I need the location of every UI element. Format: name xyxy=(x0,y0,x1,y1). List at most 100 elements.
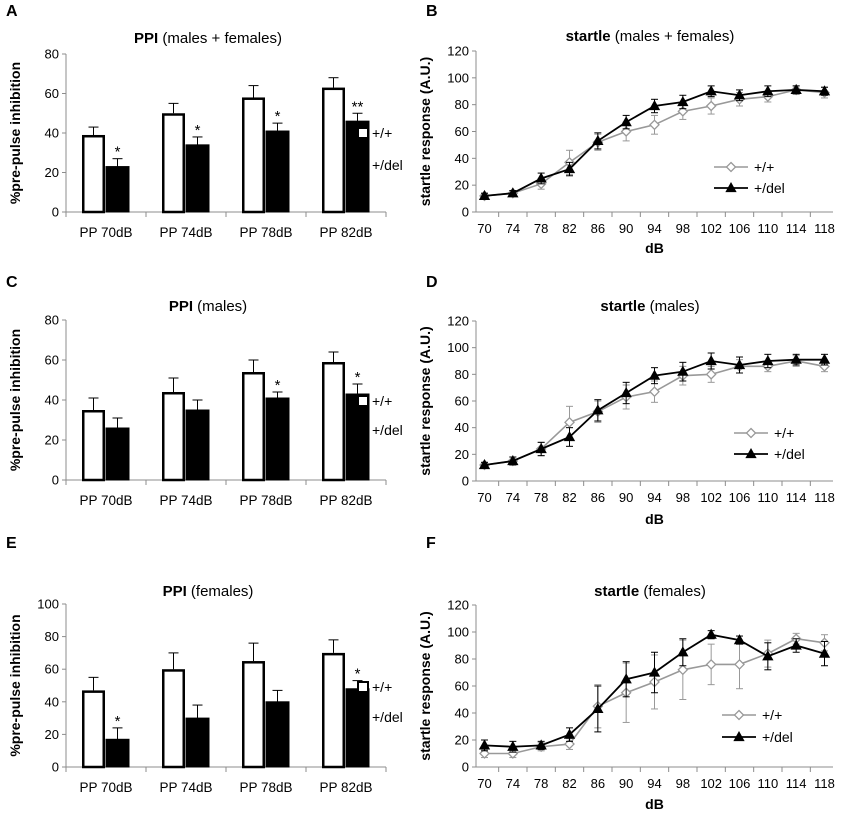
x-tick-label: 110 xyxy=(757,221,778,236)
x-tick-label: 74 xyxy=(506,490,520,505)
chart-title-rest: (males + females) xyxy=(611,28,735,45)
chart-title-rest: (females) xyxy=(639,583,706,600)
y-tick-label: 80 xyxy=(455,652,469,667)
y-tick-label: 120 xyxy=(447,598,469,613)
bar-del xyxy=(345,393,370,481)
x-category-label: PP 82dB xyxy=(319,225,372,240)
chart-panel-b: startle (males + females) 0 20 40 60 80 100 120… xyxy=(417,28,835,256)
data-point-diamond xyxy=(705,368,717,380)
bar-wildtype xyxy=(162,392,185,482)
data-point-triangle xyxy=(677,95,689,107)
legend-label: +/del xyxy=(754,180,785,196)
chart-title-bold: PPI xyxy=(169,298,193,315)
legend-label: +/+ xyxy=(372,679,392,695)
chart-title-bold: startle xyxy=(600,298,645,315)
x-tick-label: 110 xyxy=(757,776,778,791)
y-tick-label: 120 xyxy=(447,314,469,329)
legend-label: +/del xyxy=(372,709,403,725)
y-tick-label: 20 xyxy=(45,433,59,448)
y-tick-label: 40 xyxy=(45,393,59,408)
legend-swatch xyxy=(357,681,369,693)
x-tick-label: 82 xyxy=(562,221,576,236)
data-point-diamond xyxy=(733,709,745,721)
x-tick-label: 98 xyxy=(676,221,690,236)
data-point-diamond xyxy=(745,427,757,439)
data-point-triangle xyxy=(790,639,802,650)
bar-del xyxy=(105,738,130,768)
panel-label-f: F xyxy=(426,535,436,552)
legend-label: +/+ xyxy=(372,125,392,141)
bar-wildtype xyxy=(322,362,345,482)
x-tick-label: 106 xyxy=(729,776,751,791)
chart-title-bold: startle xyxy=(566,28,611,45)
bar-del xyxy=(185,409,210,481)
x-tick-label: 86 xyxy=(591,221,605,236)
y-tick-label: 60 xyxy=(455,679,469,694)
x-tick-label: 94 xyxy=(647,490,661,505)
x-tick-label: 82 xyxy=(562,490,576,505)
y-tick-label: 0 xyxy=(52,205,59,220)
data-point-triangle xyxy=(762,85,774,96)
y-tick-label: 60 xyxy=(45,353,59,368)
legend-label: +/+ xyxy=(762,707,782,723)
legend-label: +/+ xyxy=(774,425,794,441)
x-tick-label: 90 xyxy=(619,776,633,791)
data-point-diamond xyxy=(649,386,660,398)
chart-panel-f: startle (females) 0 20 40 60 80 100 120 startle … xyxy=(417,583,835,812)
x-axis-title: dB xyxy=(645,240,664,256)
panel-label-d: D xyxy=(426,274,438,291)
data-point-diamond xyxy=(564,416,575,428)
y-tick-label: 0 xyxy=(52,473,59,488)
y-tick-label: 60 xyxy=(45,662,59,677)
bar-wildtype xyxy=(242,372,265,482)
x-tick-label: 70 xyxy=(477,776,491,791)
x-tick-label: 70 xyxy=(477,221,491,236)
legend-swatch xyxy=(356,158,370,172)
legend-label: +/del xyxy=(762,729,793,745)
chart-panel-c: PPI (males) 0 20 40 60 80 %pre-pulse inhibitio… xyxy=(7,298,403,508)
x-tick-label: 114 xyxy=(786,221,807,236)
legend-swatch xyxy=(357,127,369,139)
y-tick-label: 120 xyxy=(447,44,469,59)
x-category-label: PP 74dB xyxy=(159,225,212,240)
x-tick-label: 86 xyxy=(591,776,605,791)
y-tick-label: 80 xyxy=(455,367,469,382)
data-point-triangle xyxy=(535,172,547,183)
y-tick-label: 100 xyxy=(37,597,59,612)
x-category-label: PP 70dB xyxy=(79,493,132,508)
y-tick-label: 0 xyxy=(462,474,469,489)
chart-panel-d: startle (males) 0 20 40 60 80 100 120 startle re… xyxy=(417,298,835,527)
data-point-triangle xyxy=(478,458,491,470)
significance-marker: * xyxy=(275,377,281,394)
legend-swatch xyxy=(356,423,370,437)
chart-title-bold: PPI xyxy=(163,583,187,600)
x-category-label: PP 74dB xyxy=(159,780,212,795)
series-del xyxy=(478,83,831,200)
y-tick-label: 20 xyxy=(45,727,59,742)
chart-title: PPI (males) xyxy=(169,298,247,315)
legend-label: +/del xyxy=(774,446,805,462)
chart-title-bold: PPI xyxy=(134,30,158,47)
bar-del xyxy=(105,427,130,481)
legend-swatch xyxy=(357,395,369,407)
bar-del xyxy=(265,130,290,213)
x-tick-label: 114 xyxy=(786,490,807,505)
bar-del xyxy=(345,688,370,768)
significance-marker: * xyxy=(115,144,121,161)
x-tick-label: 78 xyxy=(534,221,548,236)
panel-label-e: E xyxy=(6,535,17,552)
chart-title: PPI (females) xyxy=(163,583,254,600)
bar-wildtype xyxy=(162,669,185,769)
data-point-diamond xyxy=(705,658,717,670)
y-tick-label: 0 xyxy=(52,760,59,775)
x-axis-title: dB xyxy=(645,796,664,812)
panel-label-a: A xyxy=(6,3,18,20)
x-category-label: PP 70dB xyxy=(79,780,132,795)
x-tick-label: 102 xyxy=(700,776,722,791)
bar-del xyxy=(105,166,130,213)
x-tick-label: 118 xyxy=(814,490,835,505)
y-tick-label: 40 xyxy=(455,706,469,721)
chart-title: startle (males) xyxy=(600,298,699,315)
y-axis-title: %pre-pulse inhibition xyxy=(7,614,23,756)
legend-swatch xyxy=(356,710,370,724)
